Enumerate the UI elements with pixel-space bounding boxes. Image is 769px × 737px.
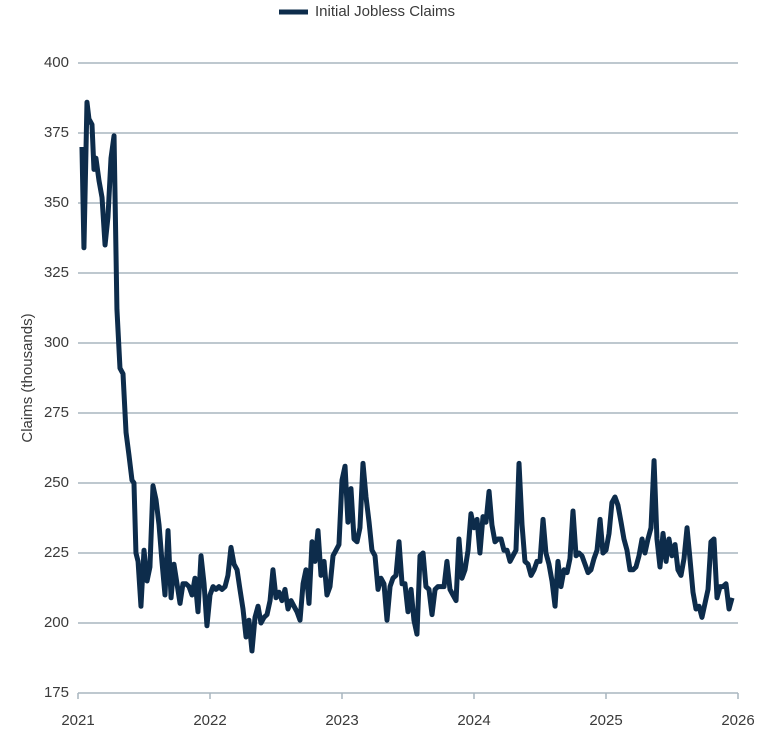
data-line <box>79 99 735 654</box>
y-tick-label: 250 <box>44 474 69 491</box>
y-axis-label: Claims (thousands) <box>19 313 36 442</box>
y-tick-label: 275 <box>44 404 69 421</box>
y-tick-label: 225 <box>44 544 69 561</box>
x-tick-label: 2021 <box>61 712 94 729</box>
x-tick-label: 2025 <box>589 712 622 729</box>
y-tick-label: 175 <box>44 684 69 701</box>
y-tick-label: 375 <box>44 124 69 141</box>
x-tick-label: 2026 <box>721 712 754 729</box>
y-tick-label: 350 <box>44 194 69 211</box>
y-tick-label: 200 <box>44 614 69 631</box>
y-tick-label: 325 <box>44 264 69 281</box>
legend-label: Initial Jobless Claims <box>315 3 455 20</box>
y-tick-label: 300 <box>44 334 69 351</box>
y-tick-label: 400 <box>44 54 69 71</box>
x-tick-label: 2022 <box>193 712 226 729</box>
x-tick-label: 2023 <box>325 712 358 729</box>
x-tick-label: 2024 <box>457 712 490 729</box>
